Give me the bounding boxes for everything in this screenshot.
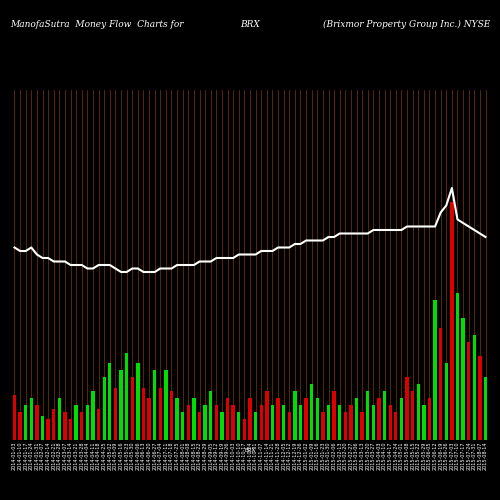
Bar	[41, 416, 44, 440]
Bar	[114, 388, 117, 440]
Bar	[456, 293, 459, 440]
Bar	[153, 370, 156, 440]
Bar	[242, 419, 246, 440]
Bar	[360, 412, 364, 440]
Bar	[338, 405, 342, 440]
Bar	[148, 398, 150, 440]
Bar	[366, 391, 370, 440]
Bar	[383, 391, 386, 440]
Bar	[64, 412, 66, 440]
Bar	[406, 377, 408, 440]
Bar	[304, 398, 308, 440]
Bar	[18, 412, 22, 440]
Bar	[332, 391, 336, 440]
Bar	[198, 412, 201, 440]
Bar	[462, 318, 465, 440]
Bar	[265, 391, 268, 440]
Text: BRX: BRX	[244, 448, 256, 452]
Bar	[434, 300, 436, 440]
Bar	[52, 408, 56, 440]
Bar	[428, 398, 431, 440]
Bar	[176, 398, 179, 440]
Bar	[450, 202, 454, 440]
Bar	[158, 388, 162, 440]
Bar	[186, 405, 190, 440]
Bar	[226, 398, 230, 440]
Bar	[142, 388, 145, 440]
Bar	[400, 398, 403, 440]
Bar	[24, 405, 28, 440]
Bar	[181, 412, 184, 440]
Bar	[237, 412, 240, 440]
Bar	[411, 391, 414, 440]
Bar	[214, 405, 218, 440]
Bar	[232, 405, 235, 440]
Text: BRX: BRX	[240, 20, 260, 29]
Bar	[74, 405, 78, 440]
Bar	[97, 408, 100, 440]
Bar	[220, 412, 224, 440]
Bar	[350, 405, 352, 440]
Bar	[394, 412, 398, 440]
Bar	[209, 391, 212, 440]
Bar	[30, 398, 33, 440]
Bar	[35, 405, 38, 440]
Bar	[260, 405, 263, 440]
Bar	[293, 391, 296, 440]
Bar	[125, 352, 128, 440]
Bar	[355, 398, 358, 440]
Bar	[282, 405, 286, 440]
Bar	[310, 384, 314, 440]
Bar	[69, 419, 72, 440]
Bar	[80, 412, 84, 440]
Bar	[378, 398, 380, 440]
Bar	[372, 405, 375, 440]
Bar	[416, 384, 420, 440]
Bar	[92, 391, 94, 440]
Bar	[164, 370, 168, 440]
Bar	[484, 377, 487, 440]
Bar	[344, 412, 347, 440]
Bar	[170, 391, 173, 440]
Bar	[130, 377, 134, 440]
Bar	[136, 363, 140, 440]
Bar	[388, 405, 392, 440]
Bar	[444, 363, 448, 440]
Bar	[316, 398, 319, 440]
Bar	[270, 405, 274, 440]
Bar	[58, 398, 61, 440]
Bar	[102, 377, 106, 440]
Bar	[467, 342, 470, 440]
Text: (Brixmor Property Group Inc.) NYSE: (Brixmor Property Group Inc.) NYSE	[322, 20, 490, 29]
Bar	[288, 412, 291, 440]
Bar	[108, 363, 112, 440]
Text: ManofaSutra  Money Flow  Charts for: ManofaSutra Money Flow Charts for	[10, 20, 184, 29]
Bar	[276, 398, 280, 440]
Bar	[299, 405, 302, 440]
Bar	[13, 394, 16, 440]
Bar	[120, 370, 122, 440]
Bar	[46, 419, 50, 440]
Bar	[248, 398, 252, 440]
Bar	[472, 335, 476, 440]
Bar	[439, 328, 442, 440]
Bar	[478, 356, 482, 440]
Bar	[204, 405, 207, 440]
Bar	[321, 412, 324, 440]
Bar	[422, 405, 426, 440]
Bar	[254, 412, 258, 440]
Bar	[192, 398, 196, 440]
Bar	[86, 405, 89, 440]
Bar	[327, 405, 330, 440]
